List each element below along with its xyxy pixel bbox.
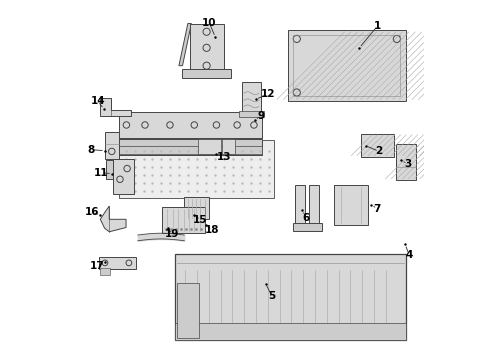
Polygon shape <box>100 98 131 116</box>
Text: 2: 2 <box>375 147 383 157</box>
Bar <box>242 82 261 113</box>
Bar <box>334 185 368 225</box>
Text: 14: 14 <box>91 96 105 107</box>
Text: 12: 12 <box>261 89 275 99</box>
Bar <box>198 139 221 154</box>
Text: 7: 7 <box>373 203 381 213</box>
Text: 8: 8 <box>87 145 94 155</box>
Bar <box>182 69 231 78</box>
Text: 4: 4 <box>406 250 413 260</box>
Bar <box>106 159 114 179</box>
Bar <box>119 112 262 138</box>
Text: 13: 13 <box>216 152 231 162</box>
Bar <box>177 283 199 338</box>
Bar <box>162 207 205 233</box>
Text: 9: 9 <box>258 111 265 121</box>
Bar <box>190 23 223 76</box>
Bar <box>222 139 235 154</box>
Bar <box>295 185 305 225</box>
Text: 6: 6 <box>303 212 310 222</box>
Text: 1: 1 <box>373 21 381 31</box>
Bar <box>309 185 319 225</box>
Bar <box>175 323 406 340</box>
Text: 10: 10 <box>202 18 217 28</box>
Text: 15: 15 <box>193 215 208 225</box>
Text: 18: 18 <box>205 225 220 235</box>
Text: 19: 19 <box>165 229 179 239</box>
Bar <box>113 158 134 194</box>
Polygon shape <box>100 206 126 232</box>
Bar <box>293 35 400 96</box>
Bar <box>105 132 119 158</box>
Bar <box>293 223 322 231</box>
Bar <box>239 111 264 117</box>
Bar <box>98 257 136 269</box>
Text: 5: 5 <box>268 291 275 301</box>
Bar <box>396 144 416 180</box>
Bar <box>362 134 394 157</box>
Polygon shape <box>179 23 192 66</box>
Bar <box>99 268 110 275</box>
Text: 3: 3 <box>404 159 411 169</box>
Text: 16: 16 <box>85 207 99 217</box>
Text: 11: 11 <box>94 168 109 178</box>
Bar <box>119 139 262 155</box>
Bar <box>119 140 273 198</box>
Bar <box>288 30 406 102</box>
Bar <box>119 147 262 154</box>
Bar <box>175 254 406 340</box>
Bar <box>184 197 209 219</box>
Text: 17: 17 <box>90 261 104 271</box>
